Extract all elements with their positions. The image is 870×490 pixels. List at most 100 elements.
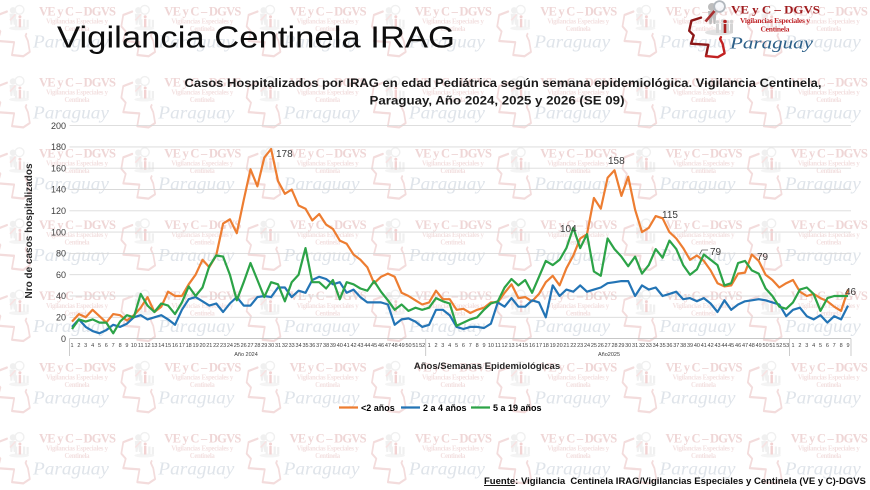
svg-text:Nro de casos hospitalizados: Nro de casos hospitalizados [24,163,35,298]
svg-text:19: 19 [550,343,556,349]
svg-text:32: 32 [639,343,645,349]
svg-text:23: 23 [220,343,226,349]
svg-text:24: 24 [584,343,590,349]
svg-text:200: 200 [51,121,66,131]
svg-text:31: 31 [632,343,638,349]
svg-text:2: 2 [798,343,801,349]
svg-text:7: 7 [112,343,115,349]
svg-text:29: 29 [261,343,267,349]
svg-text:17: 17 [536,343,542,349]
svg-text:60: 60 [56,270,66,280]
svg-text:<2 años: <2 años [361,403,395,413]
svg-text:140: 140 [51,185,66,195]
svg-text:10: 10 [488,343,494,349]
svg-text:29: 29 [618,343,624,349]
svg-text:Vigilancia Centinela IRAG: Vigilancia Centinela IRAG [57,21,455,55]
svg-text:20: 20 [557,343,563,349]
svg-text:13: 13 [508,343,514,349]
svg-text:35: 35 [302,343,308,349]
svg-text:Año 2024: Año 2024 [234,352,258,358]
svg-text:47: 47 [385,343,391,349]
svg-text:Paraguay, Año 2024, 2025 y 202: Paraguay, Año 2024, 2025 y 2026 (SE 09) [370,94,625,108]
svg-text:27: 27 [605,343,611,349]
svg-text:1: 1 [70,343,73,349]
svg-text:80: 80 [56,249,66,259]
svg-text:20: 20 [199,343,205,349]
svg-text:79: 79 [710,247,722,258]
svg-text:Centinela: Centinela [761,25,790,34]
svg-text:6: 6 [105,343,108,349]
svg-text:53: 53 [783,343,789,349]
svg-text:45: 45 [371,343,377,349]
svg-text:50: 50 [763,343,769,349]
svg-text:Casos Hospitalizados por IRAG: Casos Hospitalizados por IRAG en edad Pe… [185,76,822,90]
svg-text:18: 18 [186,343,192,349]
svg-text:12: 12 [144,343,150,349]
svg-text:Año2025: Año2025 [598,352,620,358]
svg-text:45: 45 [728,343,734,349]
svg-text:14: 14 [515,343,521,349]
svg-text:42: 42 [350,343,356,349]
svg-text:115: 115 [662,210,678,221]
svg-text:5 a 19 años: 5 a 19 años [493,403,542,413]
svg-text:50: 50 [405,343,411,349]
svg-text:46: 46 [378,343,384,349]
svg-text:42: 42 [708,343,714,349]
svg-text:1: 1 [428,343,431,349]
svg-text:20: 20 [56,313,66,323]
svg-text:17: 17 [179,343,185,349]
svg-text:36: 36 [309,343,315,349]
svg-text:40: 40 [694,343,700,349]
svg-text:9: 9 [125,343,128,349]
svg-text:52: 52 [419,343,425,349]
svg-text:2: 2 [77,343,80,349]
svg-text:46: 46 [735,343,741,349]
svg-text:30: 30 [625,343,631,349]
svg-text:26: 26 [241,343,247,349]
svg-text:9: 9 [846,343,849,349]
svg-text:28: 28 [611,343,617,349]
svg-text:24: 24 [227,343,233,349]
svg-text:27: 27 [247,343,253,349]
svg-text:38: 38 [680,343,686,349]
svg-text:6: 6 [462,343,465,349]
svg-text:1: 1 [791,343,794,349]
svg-text:Vigilancias Especiales y: Vigilancias Especiales y [740,16,810,25]
svg-text:32: 32 [282,343,288,349]
svg-text:51: 51 [769,343,775,349]
svg-text:104: 104 [560,224,577,235]
svg-text:41: 41 [701,343,707,349]
svg-text:37: 37 [673,343,679,349]
svg-text:48: 48 [392,343,398,349]
svg-text:28: 28 [254,343,260,349]
svg-text:44: 44 [364,343,370,349]
svg-text:33: 33 [289,343,295,349]
svg-text:120: 120 [51,206,66,216]
svg-text:49: 49 [756,343,762,349]
svg-text:16: 16 [529,343,535,349]
svg-text:39: 39 [687,343,693,349]
svg-text:5: 5 [455,343,458,349]
svg-text:33: 33 [646,343,652,349]
svg-text:25: 25 [591,343,597,349]
svg-text:34: 34 [296,343,302,349]
svg-text:8: 8 [476,343,479,349]
svg-text:3: 3 [84,343,87,349]
svg-text:16: 16 [172,343,178,349]
svg-text:19: 19 [193,343,199,349]
svg-text:11: 11 [138,343,144,349]
svg-text:VE y C – DGVS: VE y C – DGVS [731,5,820,17]
svg-text:51: 51 [412,343,418,349]
svg-text:3: 3 [441,343,444,349]
svg-text:14: 14 [158,343,164,349]
svg-text:4: 4 [91,343,94,349]
svg-text:100: 100 [51,227,66,237]
svg-text:23: 23 [577,343,583,349]
svg-text:160: 160 [51,163,66,173]
svg-text:26: 26 [598,343,604,349]
svg-text:8: 8 [119,343,122,349]
svg-text:40: 40 [56,291,66,301]
svg-text:34: 34 [653,343,659,349]
svg-text:180: 180 [51,142,66,152]
svg-text:5: 5 [819,343,822,349]
